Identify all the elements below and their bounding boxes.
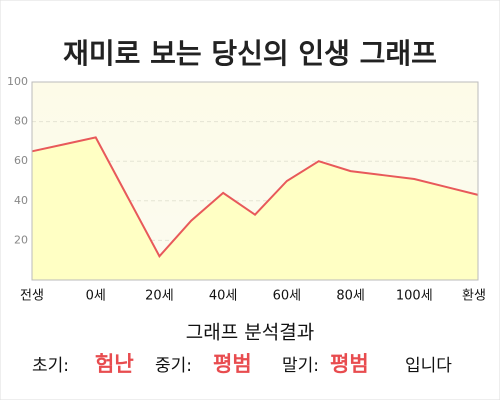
x-tick-label: 전생 bbox=[20, 289, 44, 304]
x-tick-label: 100세 bbox=[396, 289, 433, 304]
late-value: 평범 bbox=[330, 352, 369, 376]
late-label: 말기: bbox=[282, 356, 319, 376]
plot-border bbox=[31, 81, 479, 281]
x-tick-label: 0세 bbox=[86, 289, 106, 304]
x-tick-label: 80세 bbox=[336, 289, 365, 304]
plot bbox=[31, 81, 479, 280]
y-tick-label: 40 bbox=[14, 194, 28, 207]
x-tick-label: 20세 bbox=[145, 289, 174, 304]
mid-label: 중기: bbox=[155, 356, 192, 376]
result-heading: 그래프 분석결과 bbox=[186, 322, 314, 344]
x-tick-label: 40세 bbox=[209, 289, 238, 304]
mid-value: 평범 bbox=[213, 352, 252, 376]
x-tick-label: 60세 bbox=[273, 289, 302, 304]
early-label: 초기: bbox=[32, 356, 69, 376]
ending: 입니다 bbox=[405, 356, 452, 376]
line bbox=[31, 136, 479, 258]
y-tick-label: 60 bbox=[14, 154, 28, 167]
title: 재미로 보는 당신의 인생 그래프 bbox=[63, 37, 437, 70]
x-tick-label: 환생 bbox=[462, 289, 486, 304]
y-tick-label: 20 bbox=[14, 233, 28, 246]
y-tick-label: 80 bbox=[14, 115, 28, 128]
y-tick-label: 100 bbox=[7, 75, 28, 88]
early-value: 험난 bbox=[95, 352, 134, 376]
